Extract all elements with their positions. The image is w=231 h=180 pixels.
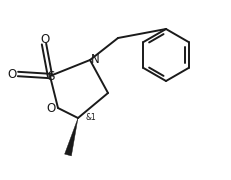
Text: S: S [47,69,55,82]
Text: &1: &1 [85,112,95,122]
Polygon shape [64,118,78,156]
Text: N: N [90,53,99,66]
Text: O: O [40,33,49,46]
Text: O: O [7,68,17,80]
Text: O: O [46,102,55,114]
